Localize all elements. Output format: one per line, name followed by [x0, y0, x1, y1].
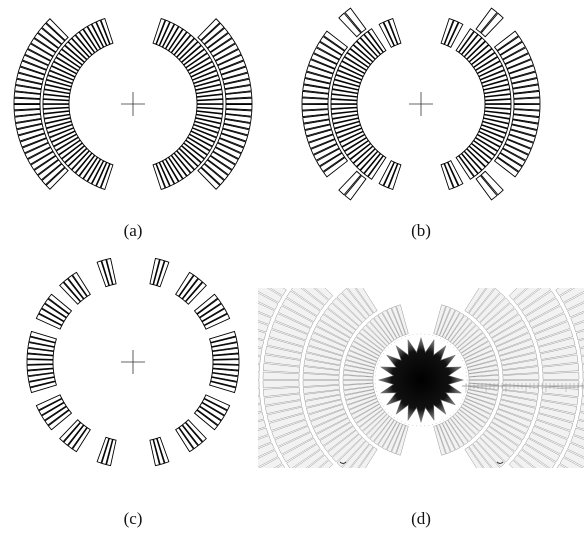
coil-block	[302, 104, 328, 110]
panel-label: (b)	[411, 221, 431, 240]
coil-block	[213, 360, 239, 365]
panel-label: (d)	[411, 509, 431, 528]
core-star	[379, 338, 463, 422]
coil-block	[556, 464, 584, 491]
coil-block	[225, 412, 264, 428]
coil-block	[543, 381, 579, 388]
coil-block	[14, 104, 40, 109]
coil-block	[514, 98, 540, 104]
coil-block	[514, 104, 540, 110]
panel-a	[14, 19, 252, 190]
panel-d	[221, 269, 584, 491]
figure: (a) (b) (c) (d)	[0, 0, 584, 536]
coil-block	[27, 360, 53, 365]
coil-block	[226, 98, 252, 103]
coil-block	[543, 372, 579, 379]
coil-block	[263, 381, 299, 388]
panel-c	[27, 258, 239, 465]
coil-block	[250, 464, 286, 491]
panel-b	[302, 8, 540, 200]
coil-block	[263, 372, 299, 379]
panel-label: (a)	[124, 221, 143, 240]
coil-block	[14, 98, 40, 103]
panel-label: (c)	[124, 509, 143, 528]
coil-block	[302, 98, 328, 104]
page: {"panels": [{"label": "(a)"}, {"label": …	[0, 0, 584, 536]
coil-block	[226, 104, 252, 109]
